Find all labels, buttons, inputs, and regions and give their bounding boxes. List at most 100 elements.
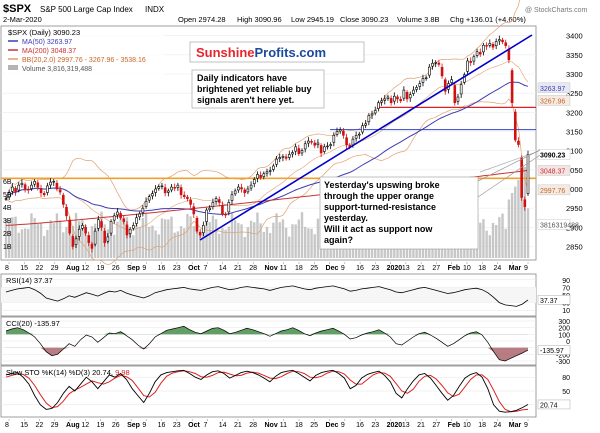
volume-bar <box>303 226 307 258</box>
volume-bar <box>176 231 180 258</box>
price-bar-body <box>205 209 208 222</box>
indicator-tick-label: 0 <box>566 339 570 346</box>
volume-bar <box>281 219 285 258</box>
x-tick-label: Mar <box>509 265 522 272</box>
volume-bar <box>30 213 33 258</box>
price-bar-body <box>71 236 75 247</box>
symbol-name: S&P 500 Large Cap Index <box>40 5 133 14</box>
price-bar-body <box>195 217 199 232</box>
price-tick-label: 3300 <box>566 70 583 79</box>
price-bar-body <box>252 179 256 185</box>
price-bar-body <box>160 185 164 188</box>
price-bar-body <box>132 225 135 229</box>
annotation-top-line1: Daily indicators have <box>197 73 287 83</box>
volume-bar <box>62 232 65 258</box>
x-tick-label: 9 <box>142 422 146 429</box>
volume-bar <box>491 222 495 258</box>
volume-bar <box>259 223 262 258</box>
volume-tick-label: 2B <box>3 231 12 238</box>
x-tick-label: 24 <box>493 265 501 272</box>
price-bar-body <box>507 48 511 61</box>
price-bar-body <box>513 111 517 141</box>
rsi-midband <box>1 287 536 303</box>
price-bar-body <box>284 156 288 159</box>
logo-sunshine: Sunshine <box>196 45 255 60</box>
volume-bar <box>214 219 218 258</box>
x-tick-label: 21 <box>234 422 242 429</box>
volume-bar <box>11 217 14 258</box>
volume-bar <box>33 218 36 258</box>
x-tick-label: 16 <box>356 422 364 429</box>
volume-bar <box>268 233 272 258</box>
header-date: 2-Mar-2020 <box>3 15 42 24</box>
price-bar-body <box>358 133 361 136</box>
x-tick-label: 15 <box>20 422 28 429</box>
price-bar-body <box>52 181 56 183</box>
annotation-pointer-1 <box>477 149 541 182</box>
volume-bar <box>192 226 195 258</box>
price-bar-body <box>364 123 367 126</box>
x-tick-label: 16 <box>356 265 364 272</box>
x-tick-label: 11 <box>280 265 287 272</box>
price-tick-label: 2950 <box>566 204 583 213</box>
volume-bar <box>23 228 27 258</box>
price-bar-body <box>202 225 205 233</box>
indicator-value-label: 37.37 <box>540 298 558 305</box>
x-tick-label: 22 <box>36 422 44 429</box>
volume-bar <box>482 219 485 258</box>
x-tick-label: 25 <box>310 265 318 272</box>
x-tick-label: Feb <box>448 265 460 272</box>
volume-bar <box>249 220 253 258</box>
volume-bar <box>17 232 20 258</box>
indicator-value-tag <box>537 295 571 305</box>
volume-bar <box>520 173 523 258</box>
volume-bar <box>195 223 199 258</box>
price-bar-body <box>138 213 141 218</box>
volume-bar <box>46 229 49 258</box>
sto-label-k: Slow STO %K(14) %D(3) 20.74, <box>6 368 113 377</box>
price-bar-body <box>217 199 221 203</box>
price-bar-body <box>526 154 530 194</box>
price-bar-body <box>300 150 304 154</box>
volume-bar <box>218 233 221 258</box>
x-tick-label: 27 <box>432 265 440 272</box>
price-bar-body <box>431 62 434 67</box>
price-bar-body <box>208 207 212 210</box>
x-tick-label: 23 <box>173 265 181 272</box>
price-bar-body <box>322 146 326 152</box>
annotation-top: Daily indicators have brightened yet rel… <box>191 69 325 109</box>
indicator-value-label: 20.74 <box>540 402 558 409</box>
price-bar-body <box>100 221 103 228</box>
copyright: @ StockCharts.com <box>525 7 588 14</box>
volume-bar <box>307 228 310 258</box>
price-bar-body <box>281 156 285 158</box>
indicator-tick-label: 70 <box>562 285 570 292</box>
volume-bar <box>504 228 507 258</box>
indicator-tick-label: 10 <box>562 308 570 315</box>
price-tag-box <box>537 184 571 196</box>
price-bar-body <box>329 144 332 146</box>
price-bar-body <box>418 83 422 87</box>
price-tick-label: 3400 <box>566 32 583 41</box>
indicator-tick-label: 300 <box>558 319 570 326</box>
stochastic-indicator: 80502020.74 <box>1 369 571 413</box>
price-bar-body <box>221 204 224 215</box>
volume-bar <box>233 220 237 258</box>
price-bar-body <box>354 135 358 139</box>
x-tick-label: 23 <box>173 422 181 429</box>
volume-bar <box>179 226 183 258</box>
cci-label: CCI(20) -135.97 <box>6 319 60 328</box>
volume-bar <box>510 193 514 258</box>
header-change: Chg +136.01 (+4.60%) <box>450 15 526 24</box>
price-bar-body <box>456 96 460 102</box>
price-bar-body <box>434 62 437 64</box>
volume-bar <box>211 215 215 258</box>
volume-bar <box>58 220 62 258</box>
indicator-tick-label: 80 <box>562 375 570 382</box>
price-bar-body <box>147 196 151 201</box>
x-tick-label: 26 <box>112 265 120 272</box>
volume-bar <box>488 235 492 258</box>
volume-bar <box>310 228 313 258</box>
volume-bar <box>523 167 527 258</box>
volume-bar <box>170 216 173 258</box>
